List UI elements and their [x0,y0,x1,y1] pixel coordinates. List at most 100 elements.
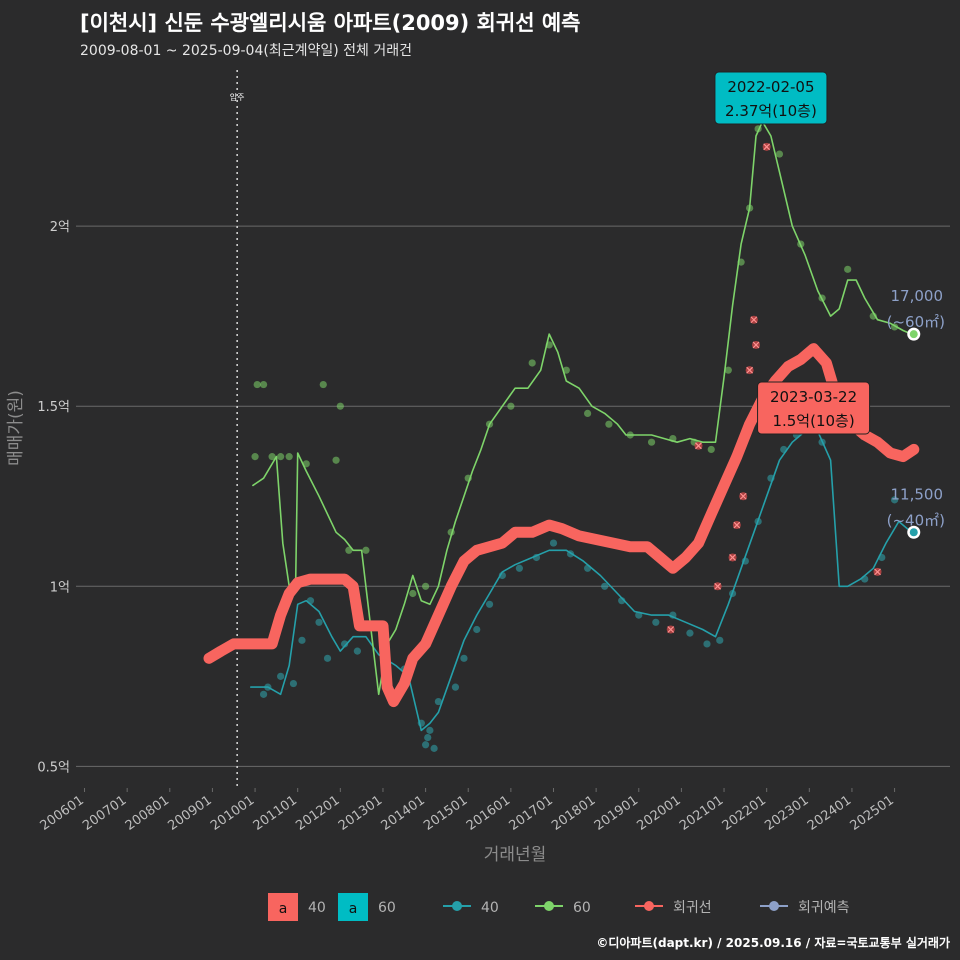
annotation-text: 1.5억(10층) [772,412,854,430]
legend-fill-key-60 [338,893,368,921]
scatter-point-40 [259,690,268,698]
regression-marker-cross [763,143,771,151]
regression-marker-cross [733,521,741,529]
scatter-point-40 [601,582,609,590]
scatter-point-60 [253,380,261,389]
legend-line-label: 60 [573,900,591,916]
end-point [909,330,918,339]
legend-fill-glyph: a [279,901,288,917]
series-line-60 [252,120,913,696]
scatter-points [251,89,899,752]
scatter-point-40 [716,636,724,644]
event-marker: 입주 [230,70,245,788]
annotations: 2022-02-05 2.37억(10층) 2023-03-22 1.5억(10층) [714,71,871,435]
scatter-point-40 [298,636,306,644]
scatter-point-60 [507,402,515,410]
regression-marker-cross [667,626,675,633]
scatter-point-60 [277,453,285,461]
scatter-point-40 [426,726,434,734]
annotation-text: 2022-02-05 [727,78,814,96]
scatter-point-60 [647,438,656,446]
scatter-point-40 [890,496,899,504]
end-point [909,528,918,537]
scatter-point-40 [473,625,481,634]
regression-marker-cross [752,341,760,349]
scatter-point-60 [409,589,417,598]
regression-marker-cross [746,366,754,374]
scatter-point-60 [259,380,268,389]
scatter-point-60 [422,582,430,590]
y-tick-label: 1.5억 [37,400,70,415]
end-label-price: 11,500 [891,485,944,503]
scatter-point-60 [844,265,852,273]
end-label-area: (~40㎡) [887,511,945,529]
annotation-box [714,71,828,125]
scatter-point-60 [605,420,613,428]
scatter-point-60 [362,546,370,554]
scatter-point-60 [724,366,732,374]
end-label-area: (~60㎡) [887,313,945,331]
end-labels: 17,000 (~60㎡) 11,500 (~40㎡) [887,287,945,539]
scatter-point-60 [319,380,327,389]
scatter-point-40 [703,640,711,648]
legend: a 40 a 60 40 60 회귀선 회귀예측 [268,893,850,921]
scatter-point-40 [434,697,442,706]
regression-marker-cross [729,554,736,561]
scatter-point-60 [285,453,293,461]
chart-title: [이천시] 신둔 수광엘리시움 아파트(2009) 회귀선 예측 [80,11,580,35]
y-tick-label: 1억 [50,580,70,595]
legend-line-label: 40 [481,900,499,916]
scatter-point-40 [430,744,438,752]
legend-line-dot [644,901,654,911]
end-label-price: 17,000 [891,287,944,305]
scatter-point-40 [686,629,694,637]
regression-marker-cross [739,492,747,500]
legend-fill-label: 40 [308,900,326,916]
scatter-point-40 [515,564,523,572]
x-axis-title: 거래년월 [484,845,547,865]
y-axis-ticks: 0.5억 1억 1.5억 2억 [37,220,70,775]
legend-line-dot [769,901,779,911]
legend-line-label: 회귀선 [673,900,712,916]
legend-line-dot [544,901,554,911]
legend-line-dot [452,901,462,911]
scatter-point-60 [528,359,536,367]
scatter-point-40 [451,683,460,691]
scatter-point-40 [323,654,332,662]
chart-subtitle: 2009-08-01 ~ 2025-09-04(최근계약일) 전체 거래건 [80,43,412,59]
scatter-point-60 [336,402,344,410]
scatter-point-40 [315,618,323,626]
regression-marker-cross [714,582,722,590]
scatter-point-40 [652,618,660,626]
legend-fill-label: 60 [378,900,396,916]
scatter-point-40 [460,654,468,662]
annotation-text: 2023-03-22 [770,388,857,406]
regression-marker-cross [874,568,881,576]
series-line-회귀선 [203,343,920,708]
scatter-point-60 [775,150,784,158]
y-tick-label: 0.5억 [37,760,70,775]
scatter-point-40 [424,733,432,742]
scatter-point-40 [277,672,285,680]
annotation-text: 2.37억(10층) [725,102,817,120]
scatter-point-40 [485,600,494,608]
y-axis-title: 매매가(원) [6,390,26,466]
caption: ©디아파트(dapt.kr) / 2025.09.16 / 자료=국토교통부 실… [596,935,950,950]
scatter-point-40 [353,647,361,655]
scatter-point-60 [707,445,715,454]
legend-fill-glyph: a [349,901,358,917]
regression-marker-cross [695,442,702,450]
scatter-point-60 [584,409,592,417]
legend-fill-key-40 [268,893,298,921]
scatter-point-40 [340,640,349,648]
scatter-point-60 [268,453,276,461]
event-label: 입주 [230,93,245,102]
scatter-point-60 [332,456,340,464]
regression-markers [666,142,882,634]
y-tick-label: 2억 [50,220,70,235]
scatter-point-40 [549,539,558,547]
scatter-point-40 [289,679,298,688]
regression-marker-cross [750,316,758,324]
